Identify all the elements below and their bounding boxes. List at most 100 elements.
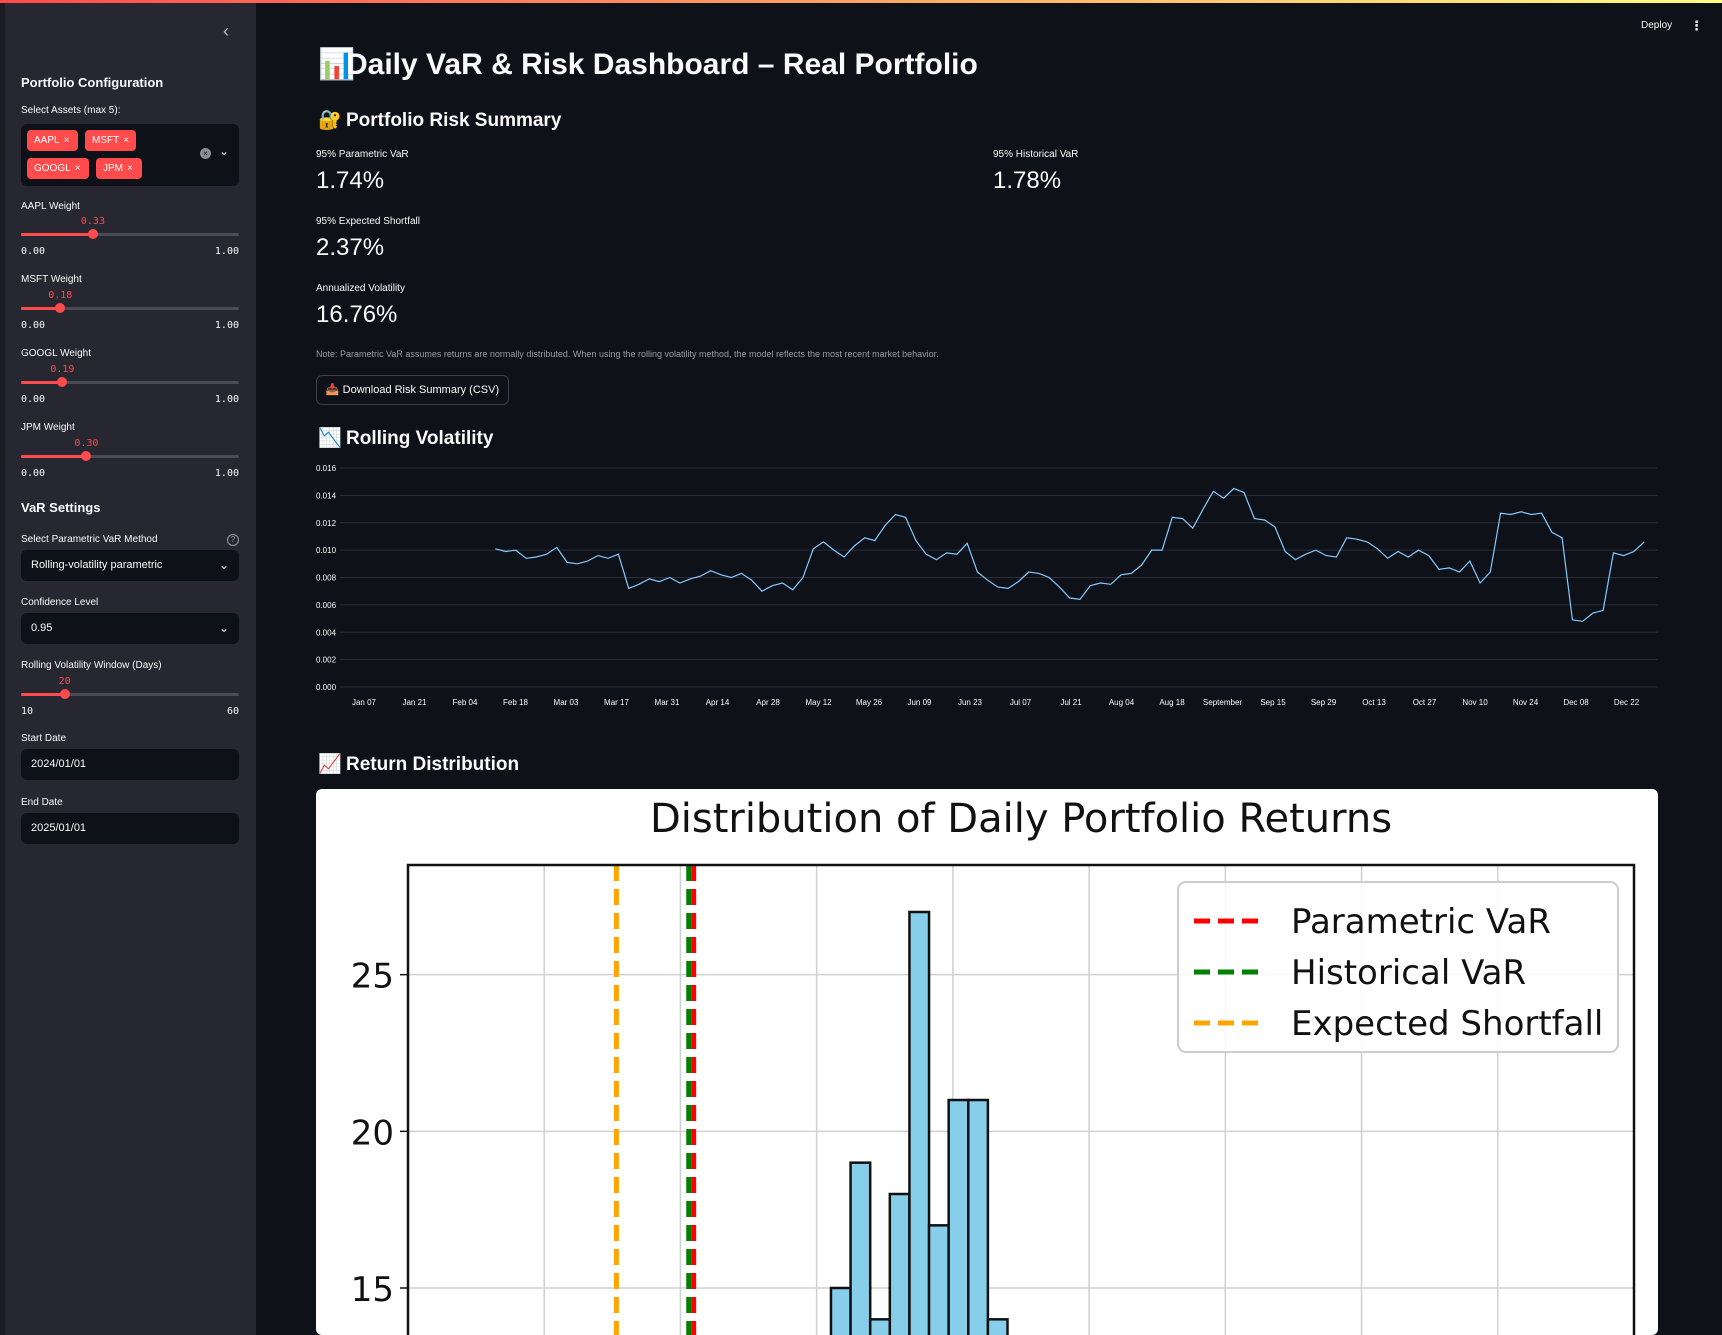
x-tick-label: Sep 29 <box>1311 698 1337 707</box>
bar-chart-icon: 📊 <box>318 48 356 81</box>
slider-min: 10 <box>21 706 34 717</box>
slider-handle[interactable] <box>57 377 68 387</box>
plot-frame <box>406 863 1636 1335</box>
end-date-label: End Date <box>21 797 63 808</box>
window-label: Rolling Volatility Window (Days) <box>21 660 162 671</box>
collapse-sidebar-icon[interactable]: ‹ <box>223 21 229 41</box>
metric-value: 2.37% <box>316 234 385 261</box>
date-value: 2025/01/01 <box>31 822 87 834</box>
slider-value: 0.30 <box>74 438 99 449</box>
legend-shortfall-label: Expected Shortfall <box>1291 1004 1603 1044</box>
slider-handle[interactable] <box>55 303 66 313</box>
distribution-heading: 📈 Return Distribution <box>318 754 520 775</box>
sidebar-title: Portfolio Configuration <box>21 75 164 90</box>
y-tick-label: 0.014 <box>316 491 337 500</box>
confidence-select[interactable]: 0.95 ⌄ <box>21 613 239 644</box>
start-date-input[interactable]: 2024/01/01 <box>21 749 239 780</box>
chart-up-icon: 📈 <box>318 754 342 775</box>
clear-all-icon[interactable]: × <box>200 148 211 159</box>
asset-tag[interactable]: AAPL × <box>27 130 78 151</box>
chevron-down-icon[interactable]: ⌄ <box>218 144 229 158</box>
y-tick-label: 0.010 <box>316 546 337 555</box>
x-tick-label: Aug 18 <box>1159 698 1185 707</box>
download-icon: 📥 <box>325 384 340 396</box>
top-decoration-bar <box>0 0 1722 3</box>
slider-max: 1.00 <box>214 320 239 331</box>
asset-tag[interactable]: JPM × <box>96 158 142 179</box>
methodology-note: Note: Parametric VaR assumes returns are… <box>316 349 939 359</box>
var-settings-title: VaR Settings <box>21 500 101 515</box>
slider-min: 0.00 <box>21 246 46 257</box>
x-tick-label: Mar 31 <box>655 698 680 707</box>
x-tick-label: Sep 15 <box>1260 698 1286 707</box>
start-date-label: Start Date <box>21 733 67 744</box>
y-tick-label: 0.008 <box>316 574 337 583</box>
slider-max: 60 <box>226 706 239 717</box>
weight-label: JPM Weight <box>21 422 75 433</box>
histogram-bar <box>868 1318 892 1335</box>
window-slider[interactable]: 20 10 60 <box>21 666 239 717</box>
y-tick-label: 0.000 <box>316 683 337 692</box>
metric-value: 1.78% <box>993 167 1062 194</box>
googl-weight-slider[interactable]: 0.19 0.00 1.00 <box>21 354 239 405</box>
y-tick-label: 0.012 <box>316 519 337 528</box>
metric-value: 1.74% <box>316 167 385 194</box>
page-title: 📊Daily VaR & Risk Dashboard – Real Portf… <box>318 48 978 81</box>
y-tick-label: 0.002 <box>316 656 337 665</box>
help-icon[interactable]: ? <box>227 534 239 546</box>
slider-value: 0.33 <box>80 216 105 227</box>
kebab-menu-icon[interactable]: ⋮ <box>1690 18 1703 33</box>
y-tick-label: 15 <box>351 1270 394 1310</box>
asset-tag[interactable]: MSFT × <box>85 130 136 151</box>
x-tick-label: Dec 22 <box>1614 698 1640 707</box>
chart-down-icon: 📉 <box>318 428 342 449</box>
histogram-bar <box>986 1318 1009 1335</box>
jpm-weight-slider[interactable]: 0.30 0.00 1.00 <box>21 428 239 479</box>
asset-tag[interactable]: GOOGL × <box>27 158 89 179</box>
aapl-weight-slider[interactable]: 0.33 0.00 1.00 <box>21 206 239 257</box>
x-tick-label: May 12 <box>805 698 832 707</box>
slider-handle[interactable] <box>81 451 92 461</box>
x-tick-label: Mar 17 <box>604 698 629 707</box>
histogram-bar <box>967 1098 990 1335</box>
x-tick-label: Oct 13 <box>1362 698 1386 707</box>
select-value: 0.95 <box>31 622 53 634</box>
end-date-input[interactable]: 2025/01/01 <box>21 813 239 844</box>
x-tick-label: Apr 14 <box>706 698 730 707</box>
slider-min: 0.00 <box>21 394 46 405</box>
y-tick-label: 20 <box>351 1113 394 1153</box>
sidebar-edge <box>0 3 5 1335</box>
y-tick-label: 0.006 <box>316 601 337 610</box>
x-tick-label: Jun 09 <box>907 698 932 707</box>
msft-weight-slider[interactable]: 0.18 0.00 1.00 <box>21 280 239 331</box>
legend-parametric-label: Parametric VaR <box>1291 902 1551 942</box>
histogram-bar <box>927 1224 950 1335</box>
y-tick-label: 25 <box>351 957 394 997</box>
slider-handle[interactable] <box>87 229 98 239</box>
x-tick-label: Feb 18 <box>503 698 528 707</box>
x-tick-label: Aug 04 <box>1109 698 1135 707</box>
slider-value: 0.18 <box>48 290 73 301</box>
histogram-bar <box>888 1192 911 1335</box>
x-tick-label: Mar 03 <box>554 698 579 707</box>
x-tick-label: Dec 08 <box>1563 698 1589 707</box>
slider-min: 0.00 <box>21 320 46 331</box>
x-tick-label: Nov 24 <box>1513 698 1539 707</box>
remove-tag-icon: × <box>127 163 133 174</box>
slider-value: 20 <box>58 676 71 687</box>
x-tick-label: May 26 <box>856 698 883 707</box>
var-method-select[interactable]: Rolling-volatility parametric ⌄ <box>21 550 239 581</box>
histogram-bar <box>947 1098 970 1335</box>
download-csv-button[interactable]: 📥 Download Risk Summary (CSV) <box>316 375 509 405</box>
assets-multiselect[interactable]: AAPL × MSFT × GOOGL × JPM × × ⌄ <box>21 124 239 186</box>
slider-value: 0.19 <box>50 364 75 375</box>
histogram-bar <box>849 1161 872 1335</box>
volatility-heading: 📉 Rolling Volatility <box>318 428 494 449</box>
histogram-bar <box>829 1286 852 1335</box>
x-tick-label: Jul 21 <box>1060 698 1082 707</box>
deploy-button[interactable]: Deploy <box>1641 20 1673 31</box>
method-label: Select Parametric VaR Method <box>21 534 158 545</box>
slider-handle[interactable] <box>59 689 70 699</box>
x-tick-label: Jun 23 <box>958 698 983 707</box>
weight-label: AAPL Weight <box>21 201 80 212</box>
